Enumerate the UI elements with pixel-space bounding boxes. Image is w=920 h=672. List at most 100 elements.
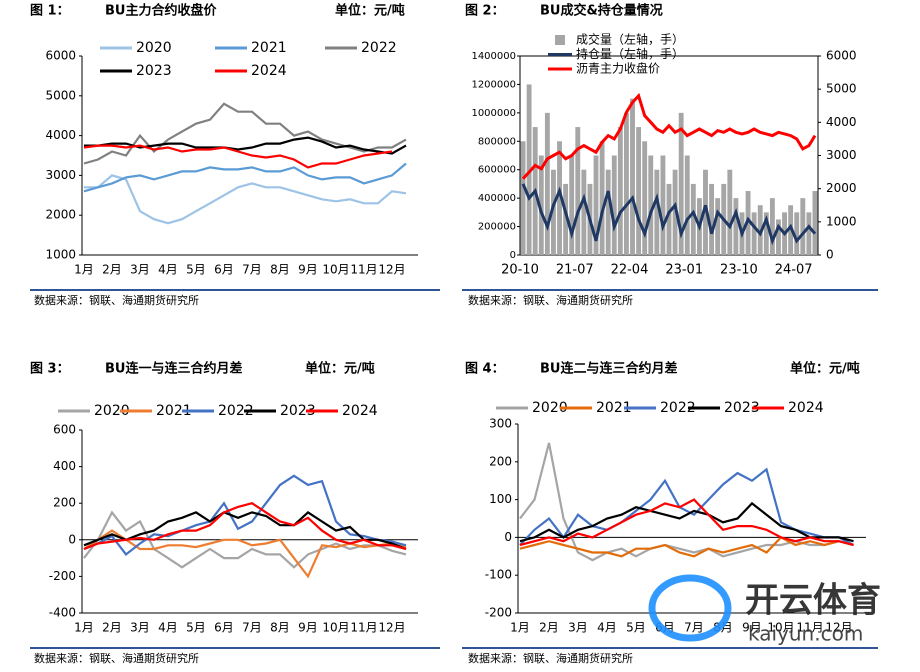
volume-bar [776, 219, 781, 255]
x-tick-label: 2月 [539, 621, 559, 635]
x-tick-label: 7月 [684, 621, 704, 635]
volume-bar [794, 212, 800, 255]
unit-label: 单位：元/吨 [335, 3, 405, 19]
x-tick-label: 20-10 [501, 263, 539, 278]
y-tick-label: 1400000 [471, 51, 516, 62]
y2-tick-label: 6000 [826, 49, 857, 63]
figure-label: 图 1： [30, 4, 70, 19]
volume-bar [563, 183, 569, 255]
x-tick-label: 2月 [102, 263, 122, 277]
x-tick-label: 8月 [270, 263, 290, 277]
y-tick-label: -200 [49, 569, 76, 583]
y-tick-label: -400 [49, 606, 76, 620]
watermark-brand: 开云体育 [745, 581, 881, 621]
volume-bar [800, 198, 806, 255]
chart-title: BU连二与连三合约月差 [540, 361, 677, 377]
x-tick-label: 11月 [796, 621, 823, 635]
volume-bar [526, 84, 532, 255]
series-line [83, 510, 407, 569]
y-tick-label: 600 [53, 423, 76, 437]
x-tick-label: 24-07 [775, 263, 813, 278]
x-tick-label: 3月 [568, 621, 588, 635]
y-tick-label: 3000 [45, 168, 76, 182]
series-line [521, 92, 817, 180]
volume-bar [666, 183, 672, 255]
x-tick-label: 4月 [597, 621, 617, 635]
legend-label: 2020 [94, 403, 130, 419]
series-line [519, 501, 854, 543]
volume-bar [763, 212, 769, 255]
volume-bar [684, 155, 690, 255]
x-tick-label: 9月 [298, 621, 318, 635]
series-line [84, 174, 407, 225]
x-tick-label: 3月 [130, 621, 150, 635]
volume-bar [538, 155, 544, 255]
y2-tick-label: 1000 [826, 214, 857, 228]
x-tick-label: 12月 [378, 263, 405, 277]
chart-title: BU连一与连三合约月差 [105, 361, 242, 377]
x-tick-label: 4月 [158, 621, 178, 635]
y-tick-label: 200000 [478, 222, 516, 233]
y-tick-label: 2000 [45, 208, 76, 222]
y-tick-label: 6000 [45, 49, 76, 63]
volume-bar [678, 112, 684, 255]
volume-bar [642, 141, 648, 255]
y-tick-label: 0 [510, 250, 516, 261]
legend-label: 2024 [342, 403, 378, 419]
y-tick-label: 5000 [45, 88, 76, 102]
volume-bar [623, 112, 629, 255]
figure-label: 图 2： [465, 4, 505, 19]
volume-bar [715, 198, 721, 255]
x-tick-label: 1月 [74, 263, 94, 277]
volume-bar [611, 155, 617, 255]
x-tick-label: 4月 [158, 263, 178, 277]
y2-tick-label: 5000 [826, 82, 857, 96]
y-tick-label: 600000 [478, 165, 516, 176]
volume-bar [806, 212, 812, 255]
figure-label: 图 3： [30, 362, 70, 377]
series-line [519, 498, 854, 547]
series-line [83, 474, 407, 556]
x-tick-label: 7月 [242, 263, 262, 277]
legend-label: 2024 [788, 400, 824, 416]
unit-label: 单位：元/吨 [305, 361, 375, 377]
chart-title: BU成交&持仓量情况 [540, 3, 663, 19]
x-tick-label: 22-04 [611, 263, 649, 278]
legend-label: 2024 [251, 63, 287, 79]
volume-bar [544, 112, 550, 255]
figure-label: 图 4： [465, 362, 505, 377]
y-tick-label: 400000 [478, 193, 516, 204]
x-tick-label: 1月 [510, 621, 530, 635]
x-tick-label: 10月 [767, 621, 794, 635]
series-line [521, 183, 817, 246]
series-line [83, 511, 407, 551]
x-tick-label: 5月 [626, 621, 646, 635]
legend-label: 2023 [136, 63, 172, 79]
unit-label: 单位：元/吨 [790, 361, 860, 377]
chart-title: BU主力合约收盘价 [105, 3, 217, 19]
volume-bar [593, 155, 599, 255]
y-tick-label: 800000 [478, 136, 516, 147]
y-tick-label: -100 [485, 568, 512, 582]
legend-label: 2021 [596, 400, 632, 416]
legend-swatch [555, 35, 565, 45]
series-line [519, 536, 854, 558]
watermark-logo [648, 574, 732, 642]
volume-bar [769, 198, 775, 255]
x-tick-label: 1月 [74, 621, 94, 635]
y-tick-label: 200 [53, 496, 76, 510]
volume-bar [690, 183, 696, 255]
legend-label: 沥青主力收盘价 [576, 61, 660, 76]
x-tick-label: 6月 [214, 621, 234, 635]
legend-label: 2023 [280, 403, 316, 419]
series-line [519, 442, 854, 562]
series-line [83, 529, 407, 579]
y-tick-label: 1000000 [471, 108, 516, 119]
y2-tick-label: 2000 [826, 181, 857, 195]
series-line [83, 502, 407, 551]
x-tick-label: 5月 [186, 621, 206, 635]
y-tick-label: 1200000 [471, 79, 516, 90]
watermark-site: kaiyun.com [748, 622, 863, 646]
y-tick-label: 400 [53, 459, 76, 473]
volume-bar [751, 212, 757, 255]
